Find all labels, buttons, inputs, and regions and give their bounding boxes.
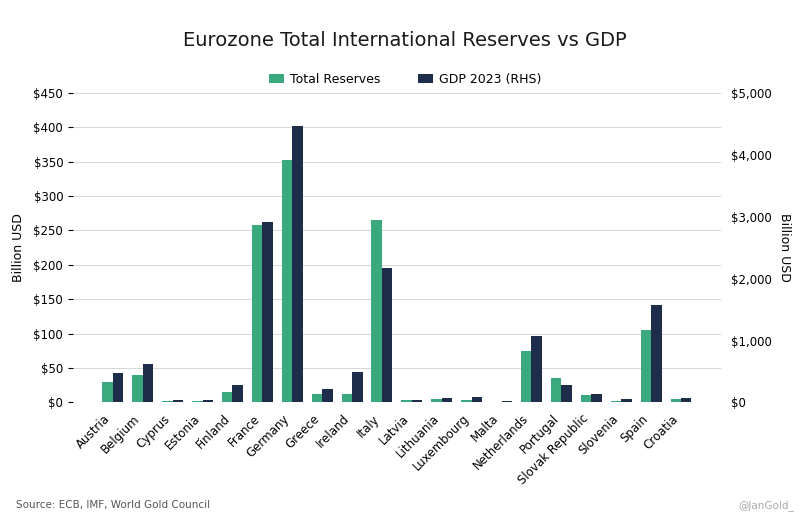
Bar: [651, 304, 662, 402]
Text: Eurozone Total International Reserves vs GDP: Eurozone Total International Reserves vs…: [183, 31, 627, 50]
Bar: [402, 400, 411, 402]
Y-axis label: Billion USD: Billion USD: [778, 213, 791, 282]
Bar: [143, 364, 153, 402]
Bar: [561, 385, 572, 402]
Bar: [162, 401, 173, 402]
Bar: [611, 401, 621, 402]
Bar: [501, 401, 512, 402]
Bar: [342, 394, 352, 402]
Text: Source: ECB, IMF, World Gold Council: Source: ECB, IMF, World Gold Council: [16, 500, 211, 510]
Bar: [531, 335, 542, 402]
Bar: [132, 375, 143, 402]
Bar: [352, 372, 363, 402]
Bar: [382, 268, 392, 402]
Bar: [591, 394, 602, 402]
Bar: [232, 385, 243, 402]
Bar: [461, 400, 471, 402]
Bar: [173, 400, 183, 402]
Bar: [411, 400, 422, 402]
Bar: [222, 392, 232, 402]
Bar: [581, 395, 591, 402]
Y-axis label: Billion USD: Billion USD: [12, 213, 25, 282]
Text: @JanGold_: @JanGold_: [738, 500, 794, 511]
Legend: Total Reserves, GDP 2023 (RHS): Total Reserves, GDP 2023 (RHS): [263, 68, 547, 91]
Bar: [202, 400, 213, 402]
Bar: [441, 398, 452, 402]
Bar: [621, 399, 632, 402]
Bar: [521, 351, 531, 402]
Bar: [372, 220, 382, 402]
Bar: [471, 397, 482, 402]
Bar: [282, 160, 292, 402]
Bar: [252, 225, 262, 402]
Bar: [262, 222, 273, 402]
Bar: [641, 330, 651, 402]
Bar: [322, 389, 333, 402]
Bar: [681, 398, 692, 402]
Bar: [431, 399, 441, 402]
Bar: [292, 126, 303, 402]
Bar: [102, 382, 113, 402]
Bar: [671, 399, 681, 402]
Bar: [312, 394, 322, 402]
Bar: [113, 373, 123, 402]
Bar: [192, 401, 202, 402]
Bar: [551, 378, 561, 402]
